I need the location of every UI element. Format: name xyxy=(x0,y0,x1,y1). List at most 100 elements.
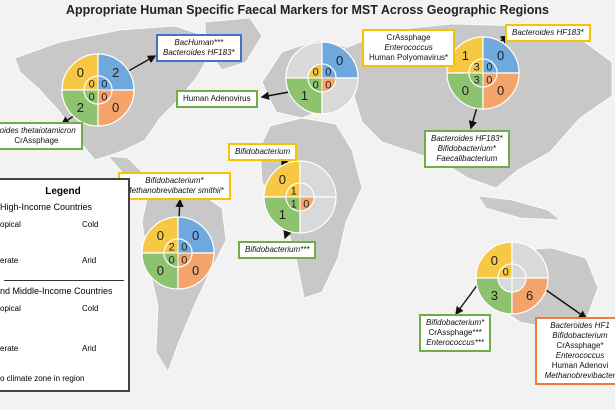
marker: Bifidobacterium xyxy=(552,331,608,340)
inner-arid-segment xyxy=(482,72,498,88)
legend-cold-lmic: Cold xyxy=(82,304,99,313)
inner-cold-count: 0 xyxy=(181,242,187,254)
inner-temperate-count: 1 xyxy=(291,198,297,210)
outer-cold-count: 2 xyxy=(112,65,119,80)
inner-arid-segment xyxy=(321,77,337,93)
markers-africa-temperate: Bifidobacterium*** xyxy=(238,241,317,259)
marker: Human Adenovi xyxy=(551,361,609,370)
inner-arid-count: 0 xyxy=(325,79,331,91)
outer-arid-count: 0 xyxy=(497,83,504,98)
outer-temperate-count: 0 xyxy=(462,83,469,98)
outer-arid-count: 0 xyxy=(112,100,119,115)
markers-africa-tropical: Bifidobacterium xyxy=(228,143,298,161)
markers-europe-temperate: Human Adenovirus xyxy=(176,90,258,108)
markers-north-america-temperate: roides thetaiotamicron CrAssphage xyxy=(0,122,83,150)
inner-cold-count: 0 xyxy=(101,79,107,91)
marker: Faecalibacterium xyxy=(436,154,498,163)
marker: Bifidobacterium xyxy=(235,147,291,156)
indonesia-land xyxy=(477,195,562,221)
inner-temperate-count: 0 xyxy=(169,254,175,266)
markers-oceania-arid: Bacteroides HF1 Bifidobacterium CrAsspha… xyxy=(535,317,615,385)
inner-temperate-count: 3 xyxy=(474,74,480,86)
inner-tropical-count: 0 xyxy=(503,267,509,279)
region-chart-oceania: 003 6 xyxy=(475,241,549,315)
markers-south-america-tropical: Bifidobacterium* Methanobrevibacter smit… xyxy=(118,172,231,200)
legend-title: Legend xyxy=(45,186,81,197)
legend-arid: Arid xyxy=(82,256,97,265)
legend-cold: Cold xyxy=(82,220,99,229)
inner-arid-segment xyxy=(177,252,193,268)
outer-arid-count: 0 xyxy=(192,263,199,278)
outer-tropical-count: 0 xyxy=(157,228,164,243)
markers-oceania-temperate: Bifidobacterium* CrAssphage*** Enterococ… xyxy=(419,314,492,352)
marker: Bifidobacterium*** xyxy=(245,245,310,254)
marker: Bifidobacterium* xyxy=(145,176,204,185)
inner-cold-count: 0 xyxy=(486,62,492,74)
marker: roides thetaiotamicron xyxy=(0,126,76,135)
outer-temperate-count: 1 xyxy=(279,207,286,222)
outer-cold-count: 0 xyxy=(497,48,504,63)
inner-tropical-count: 0 xyxy=(313,67,319,79)
markers-north-america-cold: BacHuman*** Bacteroides HF183* xyxy=(156,34,242,62)
outer-tropical-count: 0 xyxy=(279,172,286,187)
marker: Bacteroides HF1 xyxy=(550,321,610,330)
outer-tropical-count: 0 xyxy=(491,253,498,268)
marker: Human Adenovirus xyxy=(183,94,251,103)
legend-high-income: High-Income Countries xyxy=(0,202,93,212)
outer-temperate-count: 0 xyxy=(157,263,164,278)
legend-temperate: erate xyxy=(0,256,19,265)
markers-asia-cold: Bacteroides HF183* xyxy=(505,24,591,42)
marker: Enterococcus xyxy=(384,43,433,52)
inner-arid-segment xyxy=(299,196,315,212)
marker: Bifidobacterium* xyxy=(426,318,485,327)
outer-temperate-count: 2 xyxy=(77,100,84,115)
inner-arid-segment xyxy=(511,277,527,293)
marker: BacHuman*** xyxy=(174,38,224,47)
marker: Human Polyomavirus* xyxy=(369,53,449,62)
legend-temperate-lmic: erate xyxy=(0,344,19,353)
outer-temperate-count: 3 xyxy=(491,288,498,303)
legend-divider xyxy=(4,280,124,281)
outer-tropical-count: 1 xyxy=(462,48,469,63)
marker: CrAssphage* xyxy=(556,341,604,350)
outer-cold-count: 0 xyxy=(336,53,343,68)
marker: CrAssphage*** xyxy=(428,328,482,337)
marker: Bacteroides HF183* xyxy=(163,48,235,57)
inner-temperate-count: 0 xyxy=(313,79,319,91)
markers-asia-temperate: Bacteroides HF183* Bifidobacterium* Faec… xyxy=(424,130,510,168)
legend: Legend High-Income Countries opical Cold… xyxy=(0,178,130,392)
inner-tropical-count: 0 xyxy=(89,79,95,91)
page-title: Appropriate Human Specific Faecal Marker… xyxy=(66,3,549,17)
marker: Enterococcus*** xyxy=(426,338,485,347)
outer-temperate-count: 1 xyxy=(301,88,308,103)
marker: Bacteroides HF183* xyxy=(512,28,584,37)
inner-arid-count: 0 xyxy=(101,91,107,103)
outer-tropical-count: 0 xyxy=(77,65,84,80)
marker: CrAssphage xyxy=(14,136,59,145)
inner-arid-count: 0 xyxy=(181,254,187,266)
inner-tropical-count: 2 xyxy=(169,242,175,254)
inner-arid-count: 0 xyxy=(303,198,309,210)
inner-tropical-count: 3 xyxy=(474,62,480,74)
markers-asia-tropical: CrAssphage Enterococcus Human Polyomavir… xyxy=(362,29,456,67)
inner-tropical-count: 1 xyxy=(291,186,297,198)
inner-temperate-count: 0 xyxy=(89,91,95,103)
outer-arid-count: 6 xyxy=(526,288,533,303)
legend-tropical: opical xyxy=(0,220,21,229)
marker: Methanobrevibacter xyxy=(544,371,615,380)
legend-arid-lmic: Arid xyxy=(82,344,97,353)
inner-cold-count: 0 xyxy=(325,67,331,79)
inner-arid-count: 0 xyxy=(486,74,492,86)
marker: CrAssphage xyxy=(386,33,431,42)
marker: Bifidobacterium* xyxy=(437,144,496,153)
marker: Enterococcus xyxy=(555,351,605,360)
marker: Bacteroides HF183* xyxy=(431,134,503,143)
legend-tropical-lmic: opical xyxy=(0,304,21,313)
inner-arid-segment xyxy=(97,89,113,105)
